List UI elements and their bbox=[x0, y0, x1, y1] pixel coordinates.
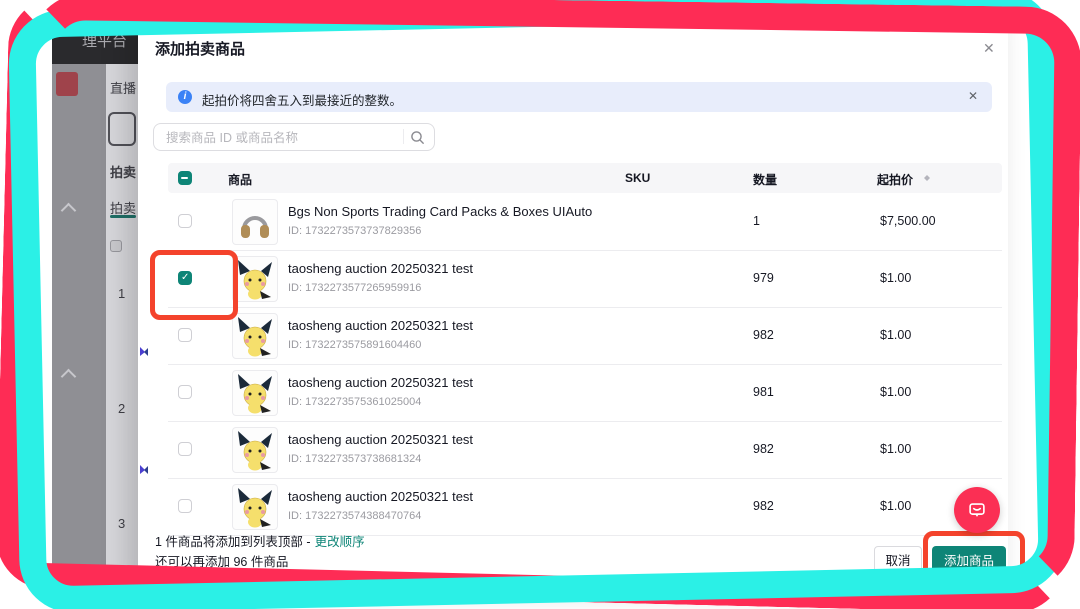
close-icon[interactable]: ✕ bbox=[983, 40, 995, 56]
table-header: 商品 SKU 数量 起拍价 bbox=[168, 163, 1002, 193]
add-auction-products-modal: 添加拍卖商品 ✕ i 起拍价将四舍五入到最接近的整数。 ✕ 商品 SKU 数量 … bbox=[138, 16, 1025, 598]
banner-text: 起拍价将四舍五入到最接近的整数。 bbox=[202, 94, 403, 108]
chevron-up-icon bbox=[60, 202, 77, 219]
table-row: taosheng auction 20250321 test ID: 17322… bbox=[168, 421, 1002, 479]
tab-active-underline bbox=[110, 215, 136, 218]
tab-auction: 拍卖 bbox=[110, 201, 137, 216]
table-row: taosheng auction 20250321 test ID: 17322… bbox=[168, 307, 1002, 365]
starting-price-value: $7,500.00 bbox=[880, 214, 936, 228]
product-image-pichu bbox=[232, 256, 278, 302]
product-id: ID: 1732273574388470764 bbox=[288, 510, 422, 522]
section-title-auction: 拍卖 bbox=[110, 165, 137, 180]
info-banner: i 起拍价将四舍五入到最接近的整数。 ✕ bbox=[166, 82, 992, 112]
background-thumbnail-peek bbox=[139, 463, 149, 475]
nav-item-live: 直播 bbox=[110, 81, 137, 96]
platform-title: 理平台 bbox=[82, 33, 128, 50]
quantity-value: 982 bbox=[753, 328, 774, 342]
starting-price-value: $1.00 bbox=[880, 385, 912, 399]
remaining-capacity-text: 还可以再添加 96 件商品 bbox=[155, 555, 289, 569]
search-icon[interactable] bbox=[409, 129, 426, 146]
summary-text: 1 件商品将添加到列表顶部 - bbox=[155, 535, 311, 549]
product-name: taosheng auction 20250321 test bbox=[288, 489, 474, 504]
table-row: Bgs Non Sports Trading Card Packs & Boxe… bbox=[168, 193, 1002, 251]
column-header-quantity: 数量 bbox=[753, 173, 778, 187]
shop-logo bbox=[56, 72, 78, 96]
product-name: taosheng auction 20250321 test bbox=[288, 432, 474, 447]
product-name: Bgs Non Sports Trading Card Packs & Boxe… bbox=[288, 204, 593, 219]
product-id: ID: 1732273577265959916 bbox=[288, 282, 422, 294]
background-sidebar bbox=[52, 64, 106, 592]
product-id: ID: 1732273573737829356 bbox=[288, 225, 422, 237]
row-checkbox[interactable] bbox=[178, 328, 192, 342]
product-id: ID: 1732273575361025004 bbox=[288, 396, 422, 408]
starting-price-value: $1.00 bbox=[880, 499, 912, 513]
product-image-pichu bbox=[232, 484, 278, 530]
quantity-value: 1 bbox=[753, 214, 760, 228]
product-image-headphones bbox=[232, 199, 278, 245]
chevron-up-icon bbox=[60, 368, 77, 385]
starting-price-value: $1.00 bbox=[880, 271, 912, 285]
chat-fab[interactable] bbox=[954, 487, 1000, 533]
sort-icon[interactable] bbox=[923, 171, 931, 185]
quantity-value: 981 bbox=[753, 385, 774, 399]
background-topbar: 理平台 bbox=[52, 14, 140, 64]
selection-summary: 1 件商品将添加到列表顶部 - 更改顺序 bbox=[155, 531, 365, 550]
background-row-number: 2 bbox=[118, 401, 126, 416]
product-name: taosheng auction 20250321 test bbox=[288, 318, 474, 333]
info-icon: i bbox=[178, 90, 192, 104]
cancel-button[interactable]: 取消 bbox=[874, 546, 922, 576]
row-checkbox[interactable] bbox=[178, 271, 192, 285]
row-checkbox[interactable] bbox=[178, 442, 192, 456]
banner-close-icon[interactable]: ✕ bbox=[967, 89, 978, 103]
column-header-product: 商品 bbox=[228, 173, 253, 187]
product-id: ID: 1732273575891604460 bbox=[288, 339, 422, 351]
add-products-button[interactable]: 添加商品 bbox=[932, 546, 1006, 576]
starting-price-value: $1.00 bbox=[880, 328, 912, 342]
table-row: taosheng auction 20250321 test ID: 17322… bbox=[168, 364, 1002, 422]
select-all-checkbox[interactable] bbox=[178, 171, 192, 185]
column-header-starting-price: 起拍价 bbox=[877, 173, 914, 187]
row-checkbox[interactable] bbox=[178, 385, 192, 399]
reorder-link[interactable]: 更改顺序 bbox=[314, 535, 365, 549]
product-name: taosheng auction 20250321 test bbox=[288, 375, 474, 390]
table-row: taosheng auction 20250321 test ID: 17322… bbox=[168, 478, 1002, 536]
product-name: taosheng auction 20250321 test bbox=[288, 261, 474, 276]
search-divider bbox=[403, 129, 404, 144]
background-row-number: 1 bbox=[118, 286, 126, 301]
product-image-pichu bbox=[232, 427, 278, 473]
background-thumbnail-peek bbox=[139, 345, 149, 357]
quantity-value: 979 bbox=[753, 271, 774, 285]
background-thumbnail bbox=[108, 112, 136, 146]
row-checkbox[interactable] bbox=[178, 214, 192, 228]
search-input[interactable] bbox=[164, 126, 398, 149]
background-checkbox bbox=[110, 240, 122, 252]
quantity-value: 982 bbox=[753, 442, 774, 456]
product-id: ID: 1732273573738681324 bbox=[288, 453, 422, 465]
row-checkbox[interactable] bbox=[178, 499, 192, 513]
modal-title: 添加拍卖商品 bbox=[155, 41, 246, 58]
table-row: taosheng auction 20250321 test ID: 17322… bbox=[168, 250, 1002, 308]
chat-bubble-icon bbox=[969, 503, 985, 517]
background-page: 直播 拍卖 拍卖 1 2 3 bbox=[106, 64, 140, 592]
column-header-sku: SKU bbox=[625, 171, 651, 185]
quantity-value: 982 bbox=[753, 499, 774, 513]
search-box bbox=[153, 123, 435, 151]
background-row-number: 3 bbox=[118, 516, 126, 531]
product-image-pichu bbox=[232, 313, 278, 359]
product-image-pichu bbox=[232, 370, 278, 416]
starting-price-value: $1.00 bbox=[880, 442, 912, 456]
